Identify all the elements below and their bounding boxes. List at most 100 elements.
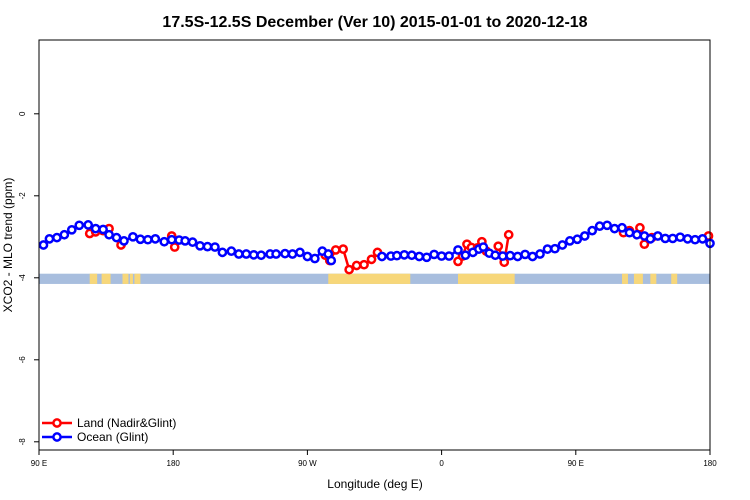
data-point <box>202 241 213 252</box>
land-segment <box>129 273 133 284</box>
data-point <box>83 220 94 230</box>
data-point <box>587 225 598 236</box>
legend-marker <box>52 418 62 428</box>
data-point <box>503 229 514 240</box>
data-point <box>460 250 471 261</box>
axes: 90 E 180 90 W 0 90 E 180 0 -2 -4 -6 -8 <box>18 111 717 468</box>
data-point <box>675 232 686 243</box>
data-point <box>150 234 161 244</box>
data-point <box>217 247 228 258</box>
data-point <box>233 249 244 259</box>
data-point <box>351 260 362 271</box>
data-point <box>527 251 538 262</box>
y-tick-label: -8 <box>18 438 27 446</box>
data-point <box>535 249 545 259</box>
data-point <box>159 236 170 247</box>
data-point <box>624 227 635 238</box>
data-point <box>338 244 349 254</box>
data-point <box>280 248 290 259</box>
data-point <box>256 250 267 261</box>
data-point <box>667 233 678 244</box>
data-point <box>564 236 575 246</box>
data-point <box>682 234 693 244</box>
x-tick-label: 90 W <box>298 459 317 468</box>
data-point <box>490 250 501 261</box>
data-point <box>295 247 305 258</box>
y-axis-label: XCO2 - MLO trend (ppm) <box>1 178 15 313</box>
data-point <box>226 246 237 256</box>
land-segment <box>458 273 515 284</box>
data-point <box>690 234 700 245</box>
chart-title: 17.5S-12.5S December (Ver 10) 2015-01-01… <box>162 14 587 31</box>
data-point <box>594 221 605 231</box>
data-point <box>697 234 708 244</box>
data-point <box>195 240 205 251</box>
land-segment <box>650 273 657 284</box>
data-point <box>478 242 489 252</box>
data-point <box>660 233 671 244</box>
data-point <box>512 251 523 262</box>
data-point <box>310 253 320 264</box>
data-point <box>248 249 259 260</box>
legend-label: Land (Nadir&Glint) <box>77 416 176 430</box>
data-point <box>287 249 298 259</box>
data-point <box>572 234 583 245</box>
data-point <box>652 231 663 241</box>
land-segment <box>122 273 129 284</box>
data-point <box>135 234 146 245</box>
x-tick-label: 90 E <box>568 459 584 468</box>
series-layer <box>38 220 715 275</box>
data-point <box>359 259 369 270</box>
data-point <box>453 245 463 255</box>
data-point <box>90 223 101 234</box>
x-tick-label: 180 <box>167 459 181 468</box>
data-point <box>421 252 432 263</box>
data-point <box>111 232 122 243</box>
y-tick-label: -2 <box>18 192 27 200</box>
data-point <box>344 264 355 275</box>
data-point <box>44 234 55 244</box>
data-point <box>330 245 341 255</box>
y-tick-label: -4 <box>18 274 27 282</box>
data-point <box>505 250 516 261</box>
land-segment <box>328 273 411 284</box>
land-segment <box>671 273 678 284</box>
data-point <box>119 236 129 246</box>
data-point <box>399 249 410 260</box>
data-point <box>520 249 530 260</box>
data-point <box>493 241 504 252</box>
data-point <box>414 251 425 262</box>
data-point <box>241 249 252 259</box>
data-point <box>609 223 620 234</box>
data-point <box>645 234 656 244</box>
plot-frame <box>38 39 711 451</box>
legend: Land (Nadir&Glint)Ocean (Glint) <box>42 416 176 444</box>
data-point <box>66 224 77 235</box>
ocean-series <box>38 220 715 266</box>
data-point <box>104 229 114 240</box>
land-segment <box>89 273 98 284</box>
legend-label: Ocean (Glint) <box>77 430 148 444</box>
data-point <box>366 254 377 265</box>
land-segment <box>622 273 628 284</box>
data-point <box>602 220 612 231</box>
data-point <box>180 236 190 246</box>
x-tick-label: 180 <box>703 459 717 468</box>
data-point <box>617 222 627 233</box>
data-point <box>436 251 447 261</box>
x-tick-label: 90 E <box>31 459 47 468</box>
data-point <box>497 251 508 261</box>
data-point <box>52 232 62 243</box>
legend-marker <box>52 432 62 442</box>
data-point <box>59 229 70 240</box>
y-tick-label: -6 <box>18 356 27 364</box>
data-point <box>210 242 220 252</box>
data-point <box>302 251 313 262</box>
data-point <box>377 251 387 262</box>
data-point <box>542 244 553 254</box>
data-point <box>557 240 568 250</box>
data-point <box>187 237 198 247</box>
data-point <box>550 243 560 254</box>
data-point <box>444 251 454 261</box>
